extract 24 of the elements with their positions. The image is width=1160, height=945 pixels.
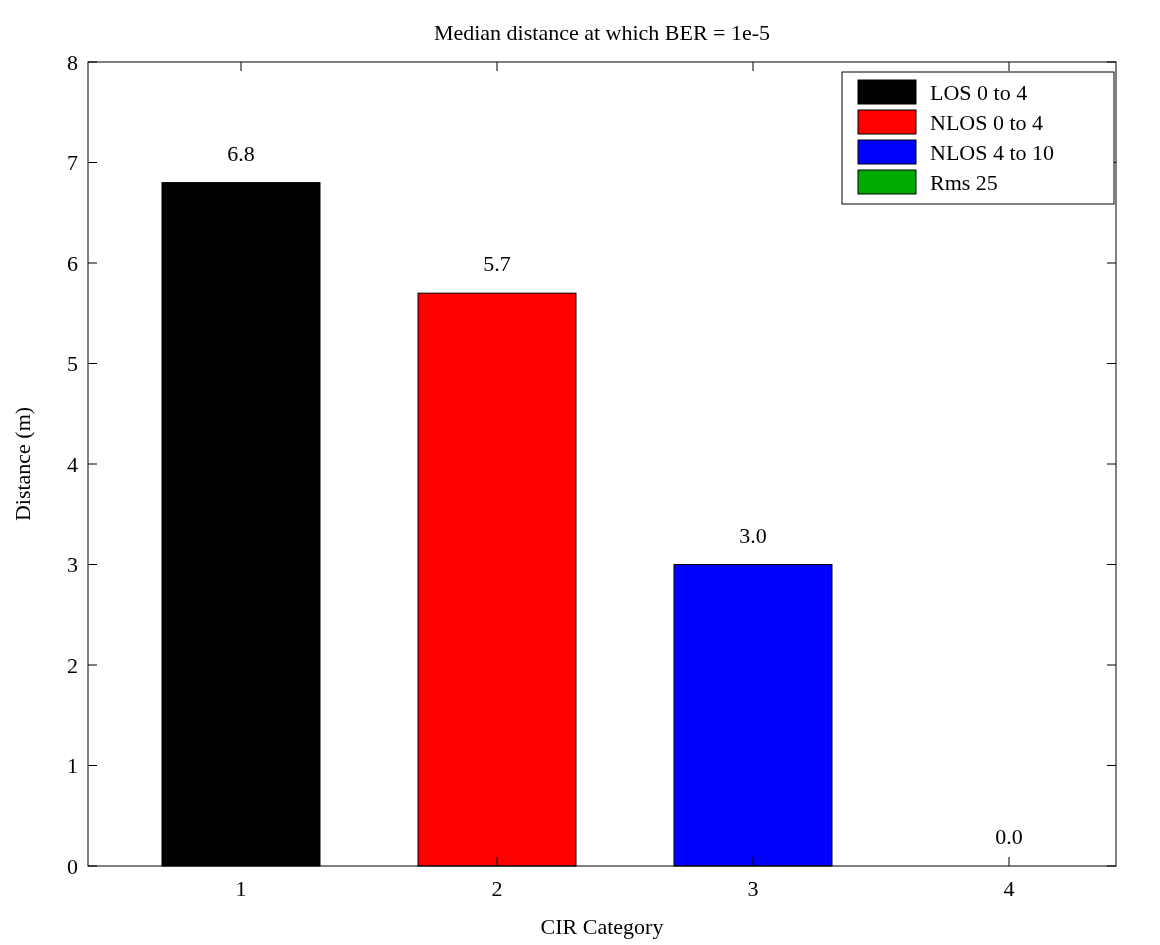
data-label: 5.7 [483, 251, 511, 277]
data-label: 6.8 [227, 140, 255, 166]
y-tick-label: 1 [67, 753, 78, 779]
y-axis-title: Distance (m) [10, 406, 35, 522]
y-tick-label: 0 [67, 853, 78, 879]
x-axis-title: CIR Category [540, 914, 664, 939]
y-tick-label: 8 [67, 49, 78, 75]
x-tick-label: 2 [491, 876, 503, 901]
y-tick-label: 7 [67, 150, 78, 176]
legend-label: LOS 0 to 4 [930, 79, 1028, 105]
legend-label: NLOS 4 to 10 [930, 139, 1055, 165]
y-tick-label: 5 [67, 351, 78, 377]
y-tick-label: 4 [67, 451, 78, 477]
y-tick-label: 3 [67, 552, 78, 578]
legend-label: Rms 25 [930, 169, 998, 195]
y-tick-label: 6 [67, 250, 78, 276]
x-tick-label: 4 [1003, 876, 1015, 901]
data-label: 0.0 [995, 824, 1023, 849]
legend-label: NLOS 0 to 4 [930, 109, 1044, 135]
data-label: 3.0 [739, 522, 767, 548]
x-tick-label: 3 [747, 876, 759, 901]
chart-title: Median distance at which BER = 1e-5 [433, 20, 771, 45]
y-tick-label: 2 [67, 652, 78, 678]
x-tick-label: 1 [235, 876, 247, 901]
